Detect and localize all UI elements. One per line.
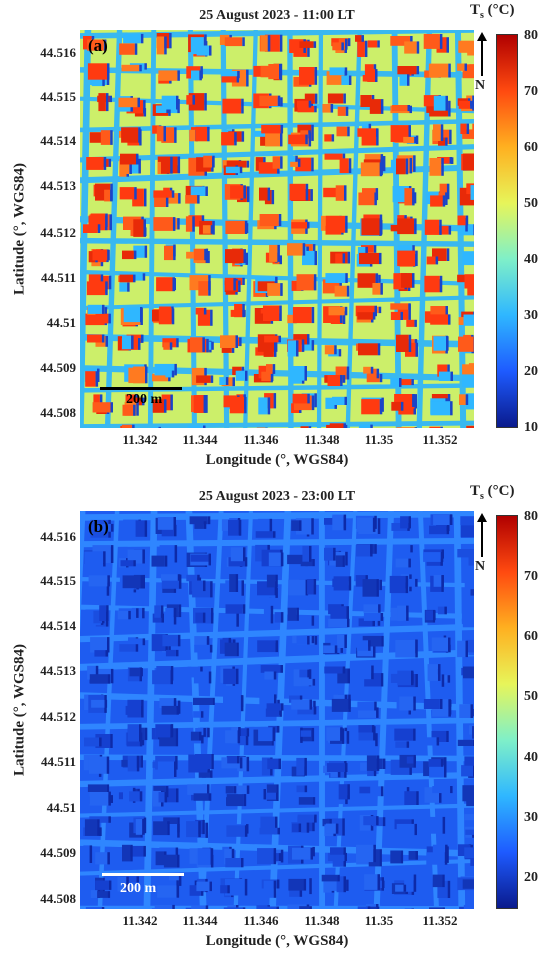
panel-letter: (a) (88, 36, 108, 55)
colorbar-tick: 80 (524, 509, 538, 524)
y-tick: 44.511 (40, 270, 76, 285)
colorbar-tick: 50 (524, 689, 538, 704)
scale-bar (100, 387, 182, 390)
x-tick: 11.35 (364, 432, 394, 447)
north-arrow-icon: N (475, 513, 489, 583)
colorbar-tick: 40 (524, 750, 538, 765)
colorbar (496, 34, 518, 428)
y-tick: 44.515 (40, 89, 76, 104)
colorbar-tick: 10 (524, 420, 538, 435)
x-tick: 11.352 (422, 432, 458, 447)
x-tick: 11.344 (182, 913, 218, 928)
panel-title: 25 August 2023 - 11:00 LT (199, 8, 355, 23)
x-tick: 11.348 (304, 913, 340, 928)
panel-title: 25 August 2023 - 23:00 LT (198, 489, 356, 504)
y-tick: 44.515 (40, 573, 76, 588)
x-tick: 11.342 (122, 432, 158, 447)
scale-bar-label: 200 m (126, 392, 163, 407)
map-canvas (80, 511, 474, 909)
map-canvas (80, 30, 474, 428)
colorbar-tick: 40 (524, 252, 538, 267)
y-tick: 44.516 (40, 529, 76, 544)
x-tick: 11.344 (182, 432, 218, 447)
x-axis-label: Longitude (°, WGS84) (205, 933, 349, 949)
y-tick: 44.516 (40, 45, 76, 60)
y-tick: 44.514 (40, 133, 76, 148)
y-tick: 44.512 (40, 225, 76, 240)
colorbar-title: Ts (°C) (470, 483, 515, 502)
colorbar-tick: 50 (524, 196, 538, 211)
panel-letter: (b) (88, 517, 109, 536)
y-tick: 44.512 (40, 709, 76, 724)
y-tick: 44.509 (40, 360, 76, 375)
x-tick: 11.352 (422, 913, 458, 928)
colorbar (496, 515, 518, 909)
colorbar-tick: 70 (524, 569, 538, 584)
x-tick: 11.346 (243, 432, 279, 447)
x-tick: 11.346 (243, 913, 279, 928)
thermal-map: (b) 200 m (80, 511, 474, 909)
thermal-map-panel-b: 25 August 2023 - 23:00 LT (b) 200 m Lati… (11, 483, 539, 949)
y-tick: 44.508 (40, 891, 76, 906)
thermal-map: (a) 200 m (80, 30, 474, 428)
colorbar-tick: 80 (524, 28, 538, 43)
y-tick: 44.508 (40, 405, 76, 420)
y-tick: 44.511 (40, 754, 76, 769)
y-tick: 44.509 (40, 845, 76, 860)
thermal-map-panel-a: 25 August 2023 - 11:00 LT (a) 200 m Lati… (11, 2, 539, 468)
x-tick: 11.348 (304, 432, 340, 447)
scale-bar (102, 873, 184, 876)
colorbar-tick: 20 (524, 364, 538, 379)
scale-bar-label: 200 m (120, 881, 157, 896)
x-axis-label: Longitude (°, WGS84) (205, 452, 349, 468)
colorbar-tick: 70 (524, 84, 538, 99)
y-tick: 44.513 (40, 178, 76, 193)
colorbar-tick: 20 (524, 870, 538, 885)
colorbar-tick: 30 (524, 308, 538, 323)
colorbar-tick: 30 (524, 810, 538, 825)
x-tick: 11.342 (122, 913, 158, 928)
colorbar-tick: 60 (524, 140, 538, 155)
y-tick: 44.513 (40, 663, 76, 678)
x-tick: 11.35 (364, 913, 394, 928)
y-tick: 44.51 (46, 800, 76, 815)
colorbar-title: Ts (°C) (470, 2, 515, 21)
colorbar-tick: 60 (524, 629, 538, 644)
y-tick: 44.51 (46, 315, 76, 330)
north-arrow-icon: N (475, 32, 489, 102)
y-tick: 44.514 (40, 618, 76, 633)
